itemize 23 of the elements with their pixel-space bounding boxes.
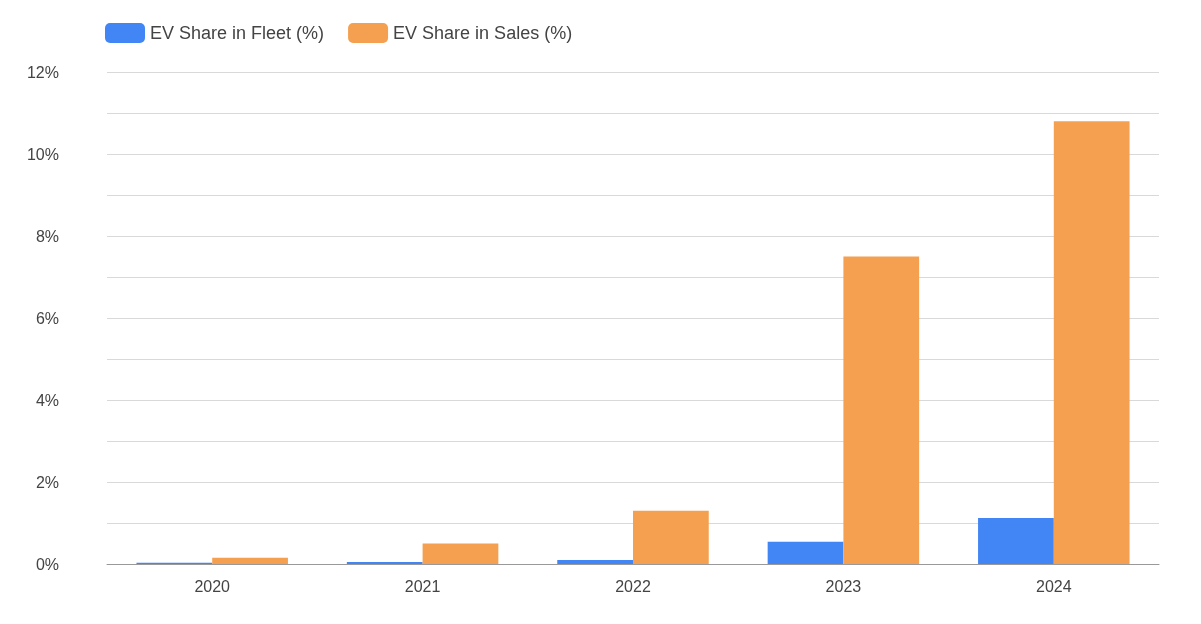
y-tick-label: 8% xyxy=(35,227,59,245)
x-tick-label: 2023 xyxy=(825,577,862,595)
bar xyxy=(843,256,920,564)
y-tick-label: 10% xyxy=(26,145,59,163)
y-tick-label: 0% xyxy=(35,555,59,573)
x-tick-label: 2022 xyxy=(615,577,651,595)
y-tick-label: 2% xyxy=(35,473,59,491)
legend-label: EV Share in Fleet (%) xyxy=(150,23,325,43)
legend-label: EV Share in Sales (%) xyxy=(393,23,573,43)
y-tick-label: 6% xyxy=(35,309,59,327)
bar xyxy=(557,559,633,564)
x-tick-label: 2024 xyxy=(1036,577,1072,595)
bar xyxy=(1053,121,1130,564)
x-tick-label: 2021 xyxy=(404,577,441,595)
x-tick-label: 2020 xyxy=(194,577,231,595)
bar xyxy=(767,541,844,564)
y-tick-label: 4% xyxy=(35,391,59,409)
bar xyxy=(978,518,1054,564)
bar xyxy=(212,557,288,564)
bar xyxy=(633,510,709,564)
y-tick-label: 12% xyxy=(26,63,59,81)
bar xyxy=(346,561,423,564)
bar xyxy=(422,543,499,564)
